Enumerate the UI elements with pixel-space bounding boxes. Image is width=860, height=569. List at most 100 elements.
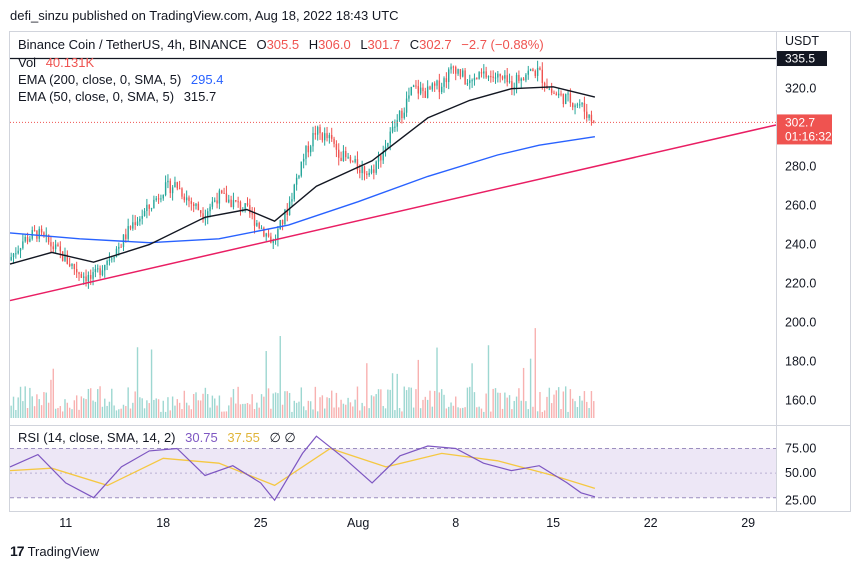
candle-body: [256, 222, 258, 226]
volume-bar: [270, 408, 272, 418]
candle-body: [394, 126, 396, 128]
volume-bar: [389, 389, 391, 418]
tradingview-logo[interactable]: 17 TradingView: [10, 543, 99, 559]
candle-body: [347, 156, 349, 158]
candle-body: [476, 77, 478, 79]
candle-body: [183, 196, 186, 201]
volume-bar: [118, 409, 120, 418]
candle-body: [522, 78, 525, 81]
volume-bar: [492, 388, 494, 418]
volume-bar: [101, 406, 104, 418]
candle-body: [10, 257, 12, 261]
volume-bar: [574, 401, 576, 418]
candle-body: [176, 182, 178, 189]
candle-body: [293, 184, 295, 200]
volume-bar: [328, 398, 331, 418]
candle-body: [263, 227, 265, 237]
volume-bar: [139, 397, 141, 418]
volume-bar: [106, 405, 108, 418]
volume-bar: [50, 379, 52, 418]
volume-bar: [410, 387, 412, 418]
candle-body: [462, 70, 464, 77]
candle-body: [478, 72, 480, 79]
volume-bar: [419, 408, 422, 418]
candle-body: [398, 110, 401, 121]
volume-bar: [225, 411, 228, 418]
candle-body: [17, 250, 19, 254]
candle-body: [139, 218, 141, 222]
candle-body: [230, 199, 232, 208]
candle-body: [94, 269, 97, 273]
volume-bar: [567, 411, 569, 418]
candle-body: [349, 156, 352, 162]
candle-body: [113, 257, 115, 259]
volume-bar: [534, 328, 536, 418]
volume-bar: [340, 399, 342, 418]
volume-bar: [78, 409, 80, 418]
candle-body: [38, 228, 40, 239]
candle-body: [272, 240, 274, 243]
volume-bar: [536, 411, 539, 418]
candle-body: [508, 81, 511, 83]
tradingview-brand: TradingView: [27, 543, 100, 559]
candle-body: [536, 67, 539, 76]
volume-bar: [207, 394, 209, 418]
volume-bar: [504, 392, 506, 418]
price-tick-label: 280.0: [785, 160, 816, 174]
candle-body: [490, 76, 492, 78]
volume-bar: [223, 411, 225, 418]
candle-body: [326, 133, 328, 139]
volume-bar: [214, 398, 216, 418]
candle-body: [223, 192, 225, 194]
candle-body: [377, 155, 380, 162]
candle-body: [178, 188, 181, 190]
candle-body: [132, 222, 134, 229]
volume-bar: [445, 408, 448, 418]
candle-body: [73, 263, 76, 270]
candle-body: [157, 198, 160, 200]
volume-bar: [22, 401, 24, 418]
volume-bar: [396, 373, 398, 418]
volume-bar: [209, 407, 211, 418]
volume-bar: [501, 408, 504, 418]
volume-bars: [10, 328, 595, 418]
candle-body: [59, 246, 62, 252]
volume-bar: [136, 347, 139, 418]
candle-body: [302, 158, 305, 162]
candle-body: [532, 69, 534, 71]
candle-body: [80, 274, 83, 278]
candle-body: [143, 211, 146, 216]
candle-body: [574, 105, 576, 108]
candle-body: [249, 205, 251, 214]
volume-bar: [342, 403, 345, 418]
candle-body: [354, 159, 356, 163]
volume-bar: [579, 395, 581, 418]
volume-bar: [543, 410, 546, 418]
candle-body: [24, 237, 26, 242]
resistance-price-tag: [777, 51, 827, 67]
volume-bar: [394, 410, 396, 418]
candle-body: [118, 246, 120, 249]
volume-bar: [221, 411, 223, 418]
volume-bar: [47, 402, 50, 418]
candle-body: [426, 86, 429, 98]
volume-bar: [274, 392, 277, 418]
volume-bar: [288, 392, 291, 418]
candle-body: [153, 199, 155, 209]
candle-body: [581, 103, 583, 105]
volume-bar: [160, 411, 162, 418]
volume-bar: [216, 405, 218, 418]
volume-bar: [129, 408, 132, 418]
trend-line[interactable]: [9, 124, 777, 302]
candle-body: [445, 78, 448, 83]
candle-body: [342, 151, 345, 162]
volume-bar: [572, 398, 574, 418]
candle-body: [319, 127, 321, 134]
volume-bar: [539, 392, 541, 418]
volume-bar: [527, 409, 529, 418]
candle-body: [267, 233, 270, 237]
candle-body: [218, 190, 221, 204]
candle-body: [99, 268, 101, 276]
volume-bar: [36, 394, 38, 418]
